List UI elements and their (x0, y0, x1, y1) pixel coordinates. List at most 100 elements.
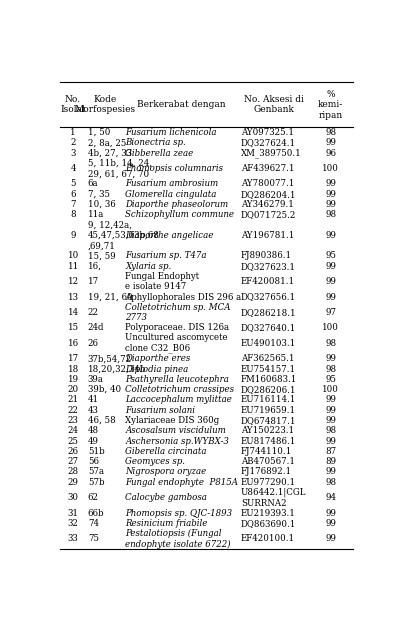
Text: Fusarium ambrosium: Fusarium ambrosium (125, 179, 218, 188)
Text: 5, 11b, 14, 24,
29, 61, 67, 70: 5, 11b, 14, 24, 29, 61, 67, 70 (88, 159, 152, 178)
Text: Giberella circinata: Giberella circinata (125, 447, 207, 456)
Text: 98: 98 (325, 339, 336, 348)
Text: EU219393.1: EU219393.1 (241, 509, 296, 518)
Text: 10, 36: 10, 36 (88, 200, 116, 209)
Text: 4b, 27, 33: 4b, 27, 33 (88, 149, 132, 158)
Text: Glomerella cingulata: Glomerella cingulata (125, 190, 217, 199)
Text: Berkerabat dengan: Berkerabat dengan (137, 100, 226, 109)
Text: 100: 100 (322, 164, 339, 173)
Text: 99: 99 (325, 138, 336, 148)
Text: 39a: 39a (88, 375, 104, 384)
Text: 8: 8 (70, 210, 76, 219)
Text: 57a: 57a (88, 468, 104, 476)
Text: DQ674817.1: DQ674817.1 (241, 416, 296, 425)
Text: Xylaria sp.: Xylaria sp. (125, 262, 172, 271)
Text: Psathyrella leucotephra: Psathyrella leucotephra (125, 375, 229, 384)
Text: Gibberella zeae: Gibberella zeae (125, 149, 193, 158)
Text: Polyporaceae. DIS 126a: Polyporaceae. DIS 126a (125, 323, 229, 332)
Text: 98: 98 (325, 426, 336, 435)
Text: Fungal Endophyt
e isolate 9147: Fungal Endophyt e isolate 9147 (125, 272, 199, 291)
Text: Resinicium friabile: Resinicium friabile (125, 519, 208, 528)
Text: 99: 99 (325, 231, 336, 240)
Text: 51b: 51b (88, 447, 104, 456)
Text: 6a: 6a (88, 179, 98, 188)
Text: 1, 50: 1, 50 (88, 128, 110, 137)
Text: 39b, 40: 39b, 40 (88, 385, 121, 394)
Text: 16,: 16, (88, 262, 102, 271)
Text: 2: 2 (70, 138, 76, 148)
Text: EU977290.1: EU977290.1 (241, 478, 296, 487)
Text: EU817486.1: EU817486.1 (241, 436, 296, 446)
Text: AB470567.1: AB470567.1 (241, 457, 295, 466)
Text: DQ327624.1: DQ327624.1 (241, 138, 296, 148)
Text: Fungal endophyte  P815A: Fungal endophyte P815A (125, 478, 238, 487)
Text: 57b: 57b (88, 478, 104, 487)
Text: 99: 99 (325, 179, 336, 188)
Text: 89: 89 (325, 457, 336, 466)
Text: 26: 26 (68, 447, 79, 456)
Text: 7: 7 (70, 200, 76, 209)
Text: Aphyllophorales DIS 296 a: Aphyllophorales DIS 296 a (125, 292, 241, 301)
Text: 98: 98 (325, 210, 336, 219)
Text: 13: 13 (68, 292, 79, 301)
Text: 75: 75 (88, 534, 99, 543)
Text: 62: 62 (88, 493, 99, 502)
Text: AY150223.1: AY150223.1 (241, 426, 294, 435)
Text: Phomopsis columnaris: Phomopsis columnaris (125, 164, 223, 173)
Text: EU719659.1: EU719659.1 (241, 406, 296, 414)
Text: FJ176892.1: FJ176892.1 (241, 468, 292, 476)
Text: 99: 99 (325, 396, 336, 404)
Text: 19: 19 (67, 375, 79, 384)
Text: 24: 24 (68, 426, 79, 435)
Text: FM160683.1: FM160683.1 (241, 375, 297, 384)
Text: Schizophyllum commune: Schizophyllum commune (125, 210, 234, 219)
Text: DQ286206.1: DQ286206.1 (241, 385, 296, 394)
Text: 99: 99 (325, 468, 336, 476)
Text: DQ327623.1: DQ327623.1 (241, 262, 296, 271)
Text: Calocybe gambosa: Calocybe gambosa (125, 493, 207, 502)
Text: 26: 26 (88, 339, 99, 348)
Text: 25: 25 (68, 436, 79, 446)
Text: EU754157.1: EU754157.1 (241, 364, 296, 374)
Text: 98: 98 (325, 364, 336, 374)
Text: 66b: 66b (88, 509, 104, 518)
Text: 19, 21, 60: 19, 21, 60 (88, 292, 133, 301)
Text: 22: 22 (88, 308, 99, 317)
Text: 56: 56 (88, 457, 99, 466)
Text: 94: 94 (325, 493, 336, 502)
Text: Colletotrichum sp. MCA
2773: Colletotrichum sp. MCA 2773 (125, 302, 231, 322)
Text: 99: 99 (325, 292, 336, 301)
Text: Kode
Morfospesies: Kode Morfospesies (75, 95, 135, 114)
Text: No.
Isolat: No. Isolat (60, 95, 86, 114)
Text: 96: 96 (325, 149, 336, 158)
Text: 12: 12 (67, 277, 79, 286)
Text: 99: 99 (325, 534, 336, 543)
Text: 99: 99 (325, 262, 336, 271)
Text: DQ286218.1: DQ286218.1 (241, 308, 297, 317)
Text: 87: 87 (325, 447, 336, 456)
Text: XM_389750.1: XM_389750.1 (241, 148, 301, 158)
Text: 2, 8a, 25: 2, 8a, 25 (88, 138, 126, 148)
Text: DQ071725.2: DQ071725.2 (241, 210, 296, 219)
Text: 99: 99 (325, 436, 336, 446)
Text: 99: 99 (325, 190, 336, 199)
Text: 99: 99 (325, 406, 336, 414)
Text: Phomopsis sp. QJC-1893: Phomopsis sp. QJC-1893 (125, 509, 233, 518)
Text: 24d: 24d (88, 323, 104, 332)
Text: 20: 20 (67, 385, 79, 394)
Text: 99: 99 (325, 277, 336, 286)
Text: 15, 59: 15, 59 (88, 251, 116, 261)
Text: Fusarium solani: Fusarium solani (125, 406, 195, 414)
Text: Bionectria sp.: Bionectria sp. (125, 138, 186, 148)
Text: 33: 33 (68, 534, 79, 543)
Text: 99: 99 (325, 509, 336, 518)
Text: Ascosalsum viscidulum: Ascosalsum viscidulum (125, 426, 226, 435)
Text: 1: 1 (70, 128, 76, 137)
Text: 11: 11 (67, 262, 79, 271)
Text: U86442.1|CGL
SURRNA2: U86442.1|CGL SURRNA2 (241, 488, 306, 508)
Text: FJ890386.1: FJ890386.1 (241, 251, 292, 261)
Text: Nigrospora oryzae: Nigrospora oryzae (125, 468, 207, 476)
Text: DQ286204.1: DQ286204.1 (241, 190, 296, 199)
Text: 11a: 11a (88, 210, 104, 219)
Text: Fusarium sp. T47a: Fusarium sp. T47a (125, 251, 207, 261)
